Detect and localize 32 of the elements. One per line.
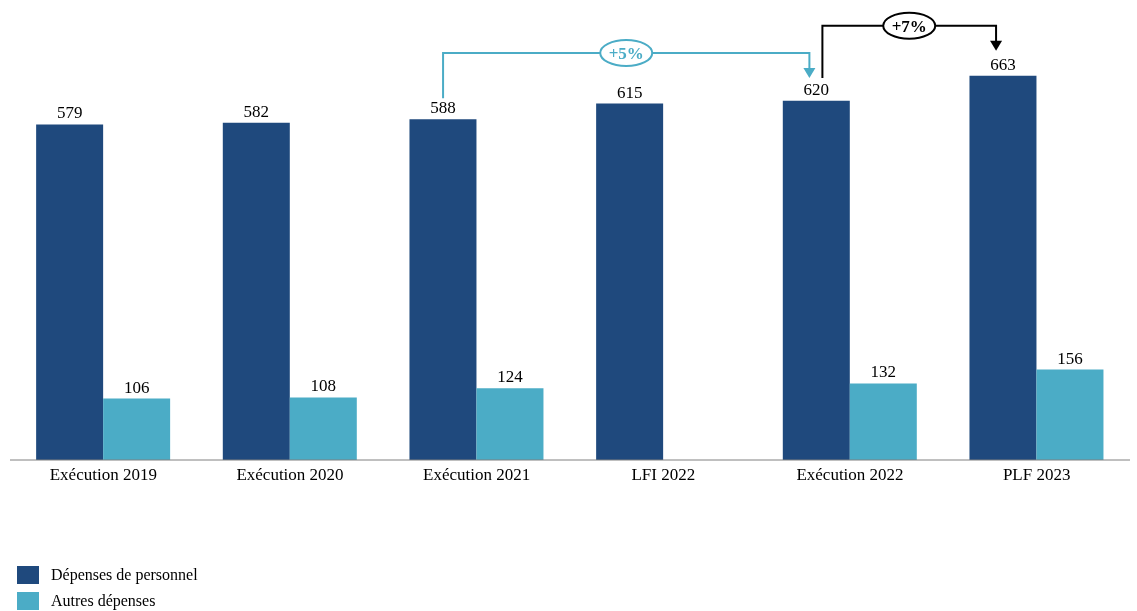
x-tick-label: PLF 2023 xyxy=(1002,465,1071,485)
x-tick-label: Exécution 2020 xyxy=(236,465,344,485)
x-tick-label: LFI 2022 xyxy=(631,465,696,485)
data-label: 124 xyxy=(497,367,524,387)
bar xyxy=(222,122,290,460)
bar xyxy=(782,100,850,460)
data-label: 620 xyxy=(803,79,830,99)
data-label: 156 xyxy=(1057,348,1083,368)
x-tick-label: Exécution 2022 xyxy=(796,465,904,485)
bar xyxy=(103,398,171,460)
legend-label: Autres dépenses xyxy=(51,592,156,610)
data-label: 615 xyxy=(616,82,643,102)
x-tick-label: Exécution 2019 xyxy=(49,465,157,485)
bar xyxy=(36,124,104,460)
bar xyxy=(849,383,917,460)
text: +7% xyxy=(891,16,927,36)
data-label: 582 xyxy=(243,101,270,121)
bar xyxy=(1036,369,1104,460)
data-label: 579 xyxy=(56,103,83,123)
bar xyxy=(409,119,477,460)
data-label: 663 xyxy=(990,54,1016,74)
bar xyxy=(596,103,664,460)
x-tick-label: Exécution 2021 xyxy=(423,465,531,485)
bar xyxy=(969,75,1037,460)
text: +5% xyxy=(608,43,644,63)
bar xyxy=(289,397,357,460)
bar xyxy=(476,388,544,460)
data-label: 108 xyxy=(310,376,337,396)
data-label: 132 xyxy=(870,362,897,382)
legend-label: Dépenses de personnel xyxy=(51,566,198,584)
data-label: 106 xyxy=(123,377,150,397)
data-label: 588 xyxy=(430,98,456,118)
